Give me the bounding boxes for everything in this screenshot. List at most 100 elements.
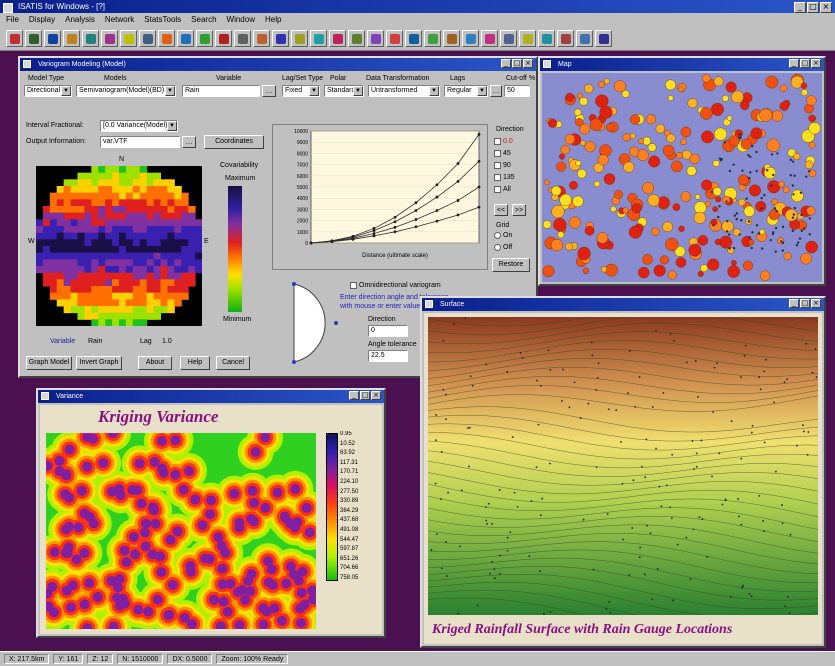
previous-direction-button[interactable]: << [494, 204, 508, 216]
menu-item-help[interactable]: Help [264, 15, 282, 24]
zoom-in-tool-button[interactable] [253, 30, 270, 47]
window-minimize-button[interactable]: _ [789, 299, 799, 308]
cancel-button[interactable]: Cancel [216, 356, 250, 370]
lags-select[interactable]: Regular ▼ [444, 85, 488, 97]
help-button[interactable]: Help [180, 356, 210, 370]
polar-handle-bottom[interactable] [292, 360, 296, 364]
variable-select[interactable]: Rain [182, 85, 260, 97]
lagset-select[interactable]: Fixed ▼ [282, 85, 320, 97]
point-map-canvas[interactable] [542, 73, 822, 282]
menu-item-search[interactable]: Search [191, 15, 217, 24]
copy-tool-button[interactable] [101, 30, 118, 47]
polar-direction-graphic[interactable] [272, 274, 420, 370]
rain-gauge-point [638, 266, 650, 279]
menu-item-analysis[interactable]: Analysis [65, 15, 95, 24]
new-tool-button[interactable] [6, 30, 23, 47]
info-tool-button[interactable] [557, 30, 574, 47]
help-tool-button[interactable] [538, 30, 555, 47]
graph-model-button[interactable]: Graph Model [26, 356, 72, 370]
surface-tool-button[interactable] [405, 30, 422, 47]
data-transform-select[interactable]: Untransformed ▼ [368, 85, 440, 97]
undo-tool-button[interactable] [139, 30, 156, 47]
grid-tool-button[interactable] [177, 30, 194, 47]
output-input[interactable]: var.VTF [100, 136, 180, 148]
window-tool-button[interactable] [576, 30, 593, 47]
window-minimize-button[interactable]: _ [349, 391, 359, 400]
window-close-button[interactable]: × [811, 299, 821, 308]
interval-select[interactable]: [0.0 Variance(Model)] ▼ [100, 120, 178, 132]
polar-direction-input[interactable]: 0 [368, 325, 408, 337]
next-direction-button[interactable]: >> [512, 204, 526, 216]
polar-instruction-1: Enter direction angle and tolerance [340, 294, 449, 301]
window-minimize-button[interactable]: _ [501, 59, 511, 68]
window-maximize-button[interactable]: □ [512, 59, 522, 68]
variable-browse-button[interactable]: … [262, 85, 276, 97]
menu-item-display[interactable]: Display [28, 15, 56, 24]
cut-tool-button[interactable] [82, 30, 99, 47]
window-close-button[interactable]: × [371, 391, 381, 400]
direction-check-135[interactable]: 135 [494, 174, 515, 181]
map-tool-button[interactable] [158, 30, 175, 47]
model-type-select[interactable]: Directional ▼ [24, 85, 72, 97]
window-maximize-button[interactable]: □ [800, 59, 810, 68]
polar-select[interactable]: Standard ▼ [324, 85, 364, 97]
variance-blob [260, 502, 271, 513]
variogram-chart[interactable]: 1000090008000700060005000400030002000100… [273, 125, 488, 270]
window-close-button[interactable]: × [523, 59, 533, 68]
rain-gauge-marker [649, 532, 652, 535]
window-maximize-button[interactable]: □ [360, 391, 370, 400]
window-maximize-button[interactable]: □ [800, 299, 810, 308]
select-tool-button[interactable] [310, 30, 327, 47]
output-browse-button[interactable]: … [182, 136, 196, 148]
save-tool-button[interactable] [44, 30, 61, 47]
pan-tool-button[interactable] [291, 30, 308, 47]
export-tool-button[interactable] [500, 30, 517, 47]
menu-item-network[interactable]: Network [104, 15, 135, 24]
omnidirectional-check[interactable]: Omnidirectional variogram [350, 282, 441, 289]
contour-tool-button[interactable] [386, 30, 403, 47]
polar-handle-mid[interactable] [334, 321, 338, 325]
direction-check-0[interactable]: 0.0 [494, 138, 513, 145]
table-tool-button[interactable] [215, 30, 232, 47]
close-tool-button[interactable] [595, 30, 612, 47]
open-tool-button[interactable] [25, 30, 42, 47]
maximize-button[interactable]: □ [807, 2, 819, 13]
layer-tool-button[interactable] [234, 30, 251, 47]
variogram-map[interactable] [36, 166, 202, 326]
variance-map[interactable] [46, 433, 316, 629]
surface-map[interactable] [428, 317, 818, 615]
window-close-button[interactable]: × [811, 59, 821, 68]
cutoff-input[interactable]: 50 [504, 85, 530, 97]
scatter-tool-button[interactable] [443, 30, 460, 47]
query-tool-button[interactable] [329, 30, 346, 47]
minimize-button[interactable]: _ [794, 2, 806, 13]
about-button[interactable]: About [138, 356, 172, 370]
grid-on-radio[interactable]: On [494, 232, 512, 239]
zoom-out-tool-button[interactable] [272, 30, 289, 47]
invert-graph-button[interactable]: Invert Graph [76, 356, 122, 370]
models-select[interactable]: Semivariogram(Model)(BD) ▼ [76, 85, 176, 97]
chart-tool-button[interactable] [196, 30, 213, 47]
polar-handle-top[interactable] [292, 282, 296, 286]
menu-item-file[interactable]: File [6, 15, 19, 24]
close-button[interactable]: × [820, 2, 832, 13]
coordinates-button[interactable]: Coordinates [204, 135, 264, 149]
grid-off-radio[interactable]: Off [494, 244, 512, 251]
print-tool-button[interactable] [63, 30, 80, 47]
settings-tool-button[interactable] [519, 30, 536, 47]
direction-check-all[interactable]: All [494, 186, 511, 193]
direction-check-45[interactable]: 45 [494, 150, 511, 157]
direction-check-90[interactable]: 90 [494, 162, 511, 169]
variogram-tool-button[interactable] [348, 30, 365, 47]
color-tool-button[interactable] [481, 30, 498, 47]
legend-tool-button[interactable] [462, 30, 479, 47]
menu-item-window[interactable]: Window [226, 15, 255, 24]
kriging-tool-button[interactable] [367, 30, 384, 47]
histogram-tool-button[interactable] [424, 30, 441, 47]
window-minimize-button[interactable]: _ [789, 59, 799, 68]
paste-tool-button[interactable] [120, 30, 137, 47]
menu-item-statstools[interactable]: StatsTools [144, 15, 182, 24]
lags-browse-button[interactable]: … [490, 85, 502, 97]
polar-tolerance-input[interactable]: 22.5 [368, 350, 408, 362]
restore-button[interactable]: Restore [492, 258, 530, 272]
